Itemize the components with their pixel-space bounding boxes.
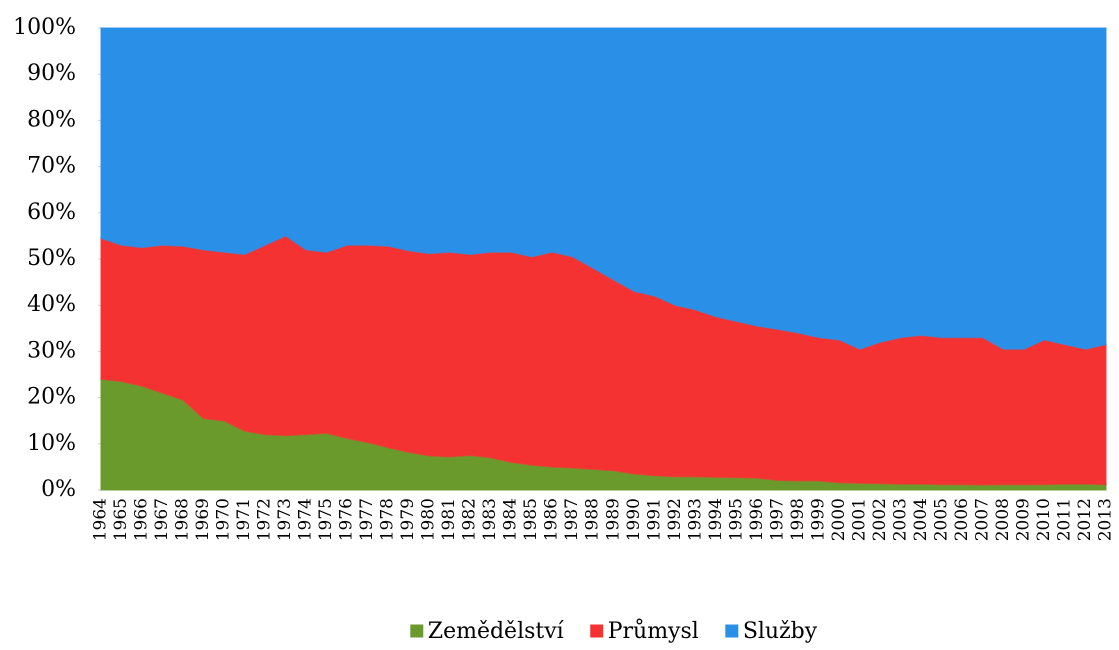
x-tick-label: 1998 [788, 498, 808, 541]
x-tick-label: 1997 [767, 498, 787, 541]
x-tick-label: 2003 [890, 498, 910, 541]
y-tick-label: 60% [27, 200, 76, 225]
x-tick-label: 1975 [316, 498, 336, 541]
x-tick-label: 2005 [931, 498, 951, 541]
x-tick-label: 2007 [972, 498, 992, 541]
x-tick-label: 1986 [542, 498, 562, 541]
x-tick-label: 1981 [439, 498, 459, 541]
legend-swatch [589, 623, 605, 639]
x-tick-label: 1982 [460, 498, 480, 541]
x-tick-label: 2012 [1075, 498, 1095, 541]
x-tick-label: 1980 [419, 498, 439, 541]
x-tick-label: 1964 [91, 498, 111, 541]
x-tick-label: 1999 [808, 498, 828, 541]
legend-swatch [724, 623, 740, 639]
y-tick-label: 30% [27, 338, 76, 363]
y-tick-label: 20% [27, 385, 76, 410]
x-tick-label: 2001 [849, 498, 869, 541]
x-tick-label: 1992 [665, 498, 685, 541]
x-tick-label: 2010 [1034, 498, 1054, 541]
x-tick-label: 1966 [132, 498, 152, 541]
x-tick-label: 1965 [111, 498, 131, 541]
y-tick-label: 40% [27, 292, 76, 317]
x-tick-label: 1993 [685, 498, 705, 541]
x-tick-label: 1967 [152, 498, 172, 541]
y-tick-label: 90% [27, 61, 76, 86]
x-tick-label: 1974 [296, 498, 316, 541]
legend-label: Průmysl [608, 617, 699, 644]
x-tick-label: 2011 [1054, 498, 1074, 541]
area [100, 27, 1107, 350]
x-tick-label: 1973 [275, 498, 295, 541]
x-tick-label: 1990 [624, 498, 644, 541]
legend-label: Zemědělství [428, 619, 565, 644]
x-tick-label: 1979 [398, 498, 418, 541]
x-tick-label: 1983 [480, 498, 500, 541]
y-tick-label: 100% [13, 15, 76, 40]
y-tick-label: 50% [27, 246, 76, 271]
x-tick-label: 2009 [1013, 498, 1033, 541]
x-tick-label: 2000 [829, 498, 849, 541]
y-tick-label: 80% [27, 107, 76, 132]
x-tick-label: 1985 [521, 498, 541, 541]
x-tick-label: 2006 [952, 498, 972, 541]
y-tick-label: 10% [27, 431, 76, 456]
x-tick-label: 1995 [726, 498, 746, 541]
x-tick-label: 1971 [234, 498, 254, 541]
x-tick-label: 1996 [747, 498, 767, 541]
x-tick-label: 1970 [214, 498, 234, 541]
x-tick-label: 2008 [993, 498, 1013, 541]
x-tick-label: 1968 [173, 498, 193, 541]
x-tick-label: 1989 [603, 498, 623, 541]
y-tick-label: 70% [27, 154, 76, 179]
legend-swatch [409, 623, 425, 639]
x-tick-label: 2002 [870, 498, 890, 541]
x-tick-label: 1969 [193, 498, 213, 541]
x-tick-label: 1988 [583, 498, 603, 541]
x-tick-label: 1972 [255, 498, 275, 541]
x-tick-label: 1984 [501, 498, 521, 541]
x-tick-label: 1991 [644, 498, 664, 541]
x-tick-label: 1977 [357, 498, 377, 541]
y-tick-label: 0% [41, 477, 76, 502]
x-tick-label: 2013 [1096, 498, 1116, 541]
x-tick-label: 1976 [337, 498, 357, 541]
x-tick-label: 2004 [911, 498, 931, 541]
x-tick-label: 1994 [706, 498, 726, 541]
x-tick-label: 1987 [562, 498, 582, 541]
x-tick-label: 1978 [378, 498, 398, 541]
legend-label: Služby [743, 619, 818, 644]
